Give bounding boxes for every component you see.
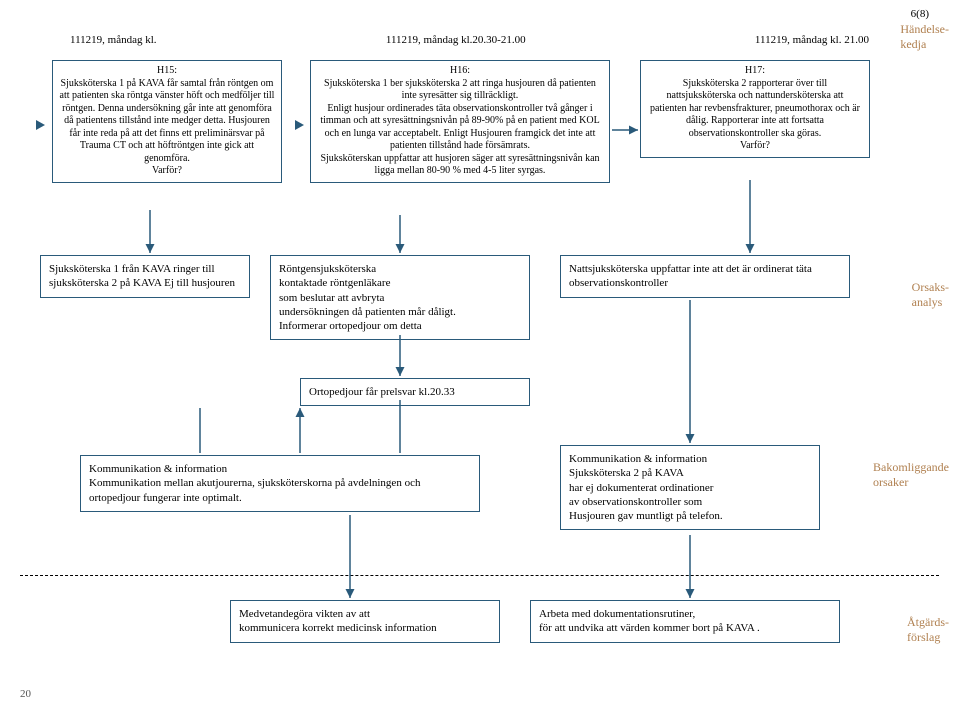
timestamp-row: 111219, måndag kl. 111219, måndag kl.20.… [70,34,869,46]
box-ortopedjour: Ortopedjour får prelsvar kl.20.33 [300,378,530,406]
timestamp-1: 111219, måndag kl. [70,34,157,46]
box-orsak3: Nattsjuksköterska uppfattar inte att det… [560,255,850,298]
page-indicator: 6(8) [911,8,929,20]
box-h16: H16: Sjuksköterska 1 ber sjuksköterska 2… [310,60,610,183]
label-atgardsforslag: Åtgärds- förslag [907,615,949,645]
timestamp-2: 111219, måndag kl.20.30-21.00 [386,34,526,46]
box-atgard1: Medvetandegöra vikten av att kommunicera… [230,600,500,643]
box-bakom2: Kommunikation & information Sjukskötersk… [560,445,820,530]
box-h17: H17: Sjuksköterska 2 rapporterar över ti… [640,60,870,158]
box-atgard2: Arbeta med dokumentationsrutiner, för at… [530,600,840,643]
label-bakomliggande: Bakomliggande orsaker [873,460,949,490]
box-orsak1: Sjuksköterska 1 från KAVA ringer till sj… [40,255,250,298]
arrow-icon [295,120,304,130]
timestamp-3: 111219, måndag kl. 21.00 [755,34,869,46]
page-number: 20 [20,688,31,700]
label-orsaksanalys: Orsaks- analys [912,280,949,310]
box-bakom1: Kommunikation & information Kommunikatio… [80,455,480,512]
box-h15: H15: Sjuksköterska 1 på KAVA får samtal … [52,60,282,183]
box-orsak2: Röntgensjuksköterska kontaktade röntgenl… [270,255,530,340]
label-handelsekedja: Händelse- kedja [900,22,949,52]
arrow-icon [36,120,45,130]
dotted-separator [20,575,939,576]
